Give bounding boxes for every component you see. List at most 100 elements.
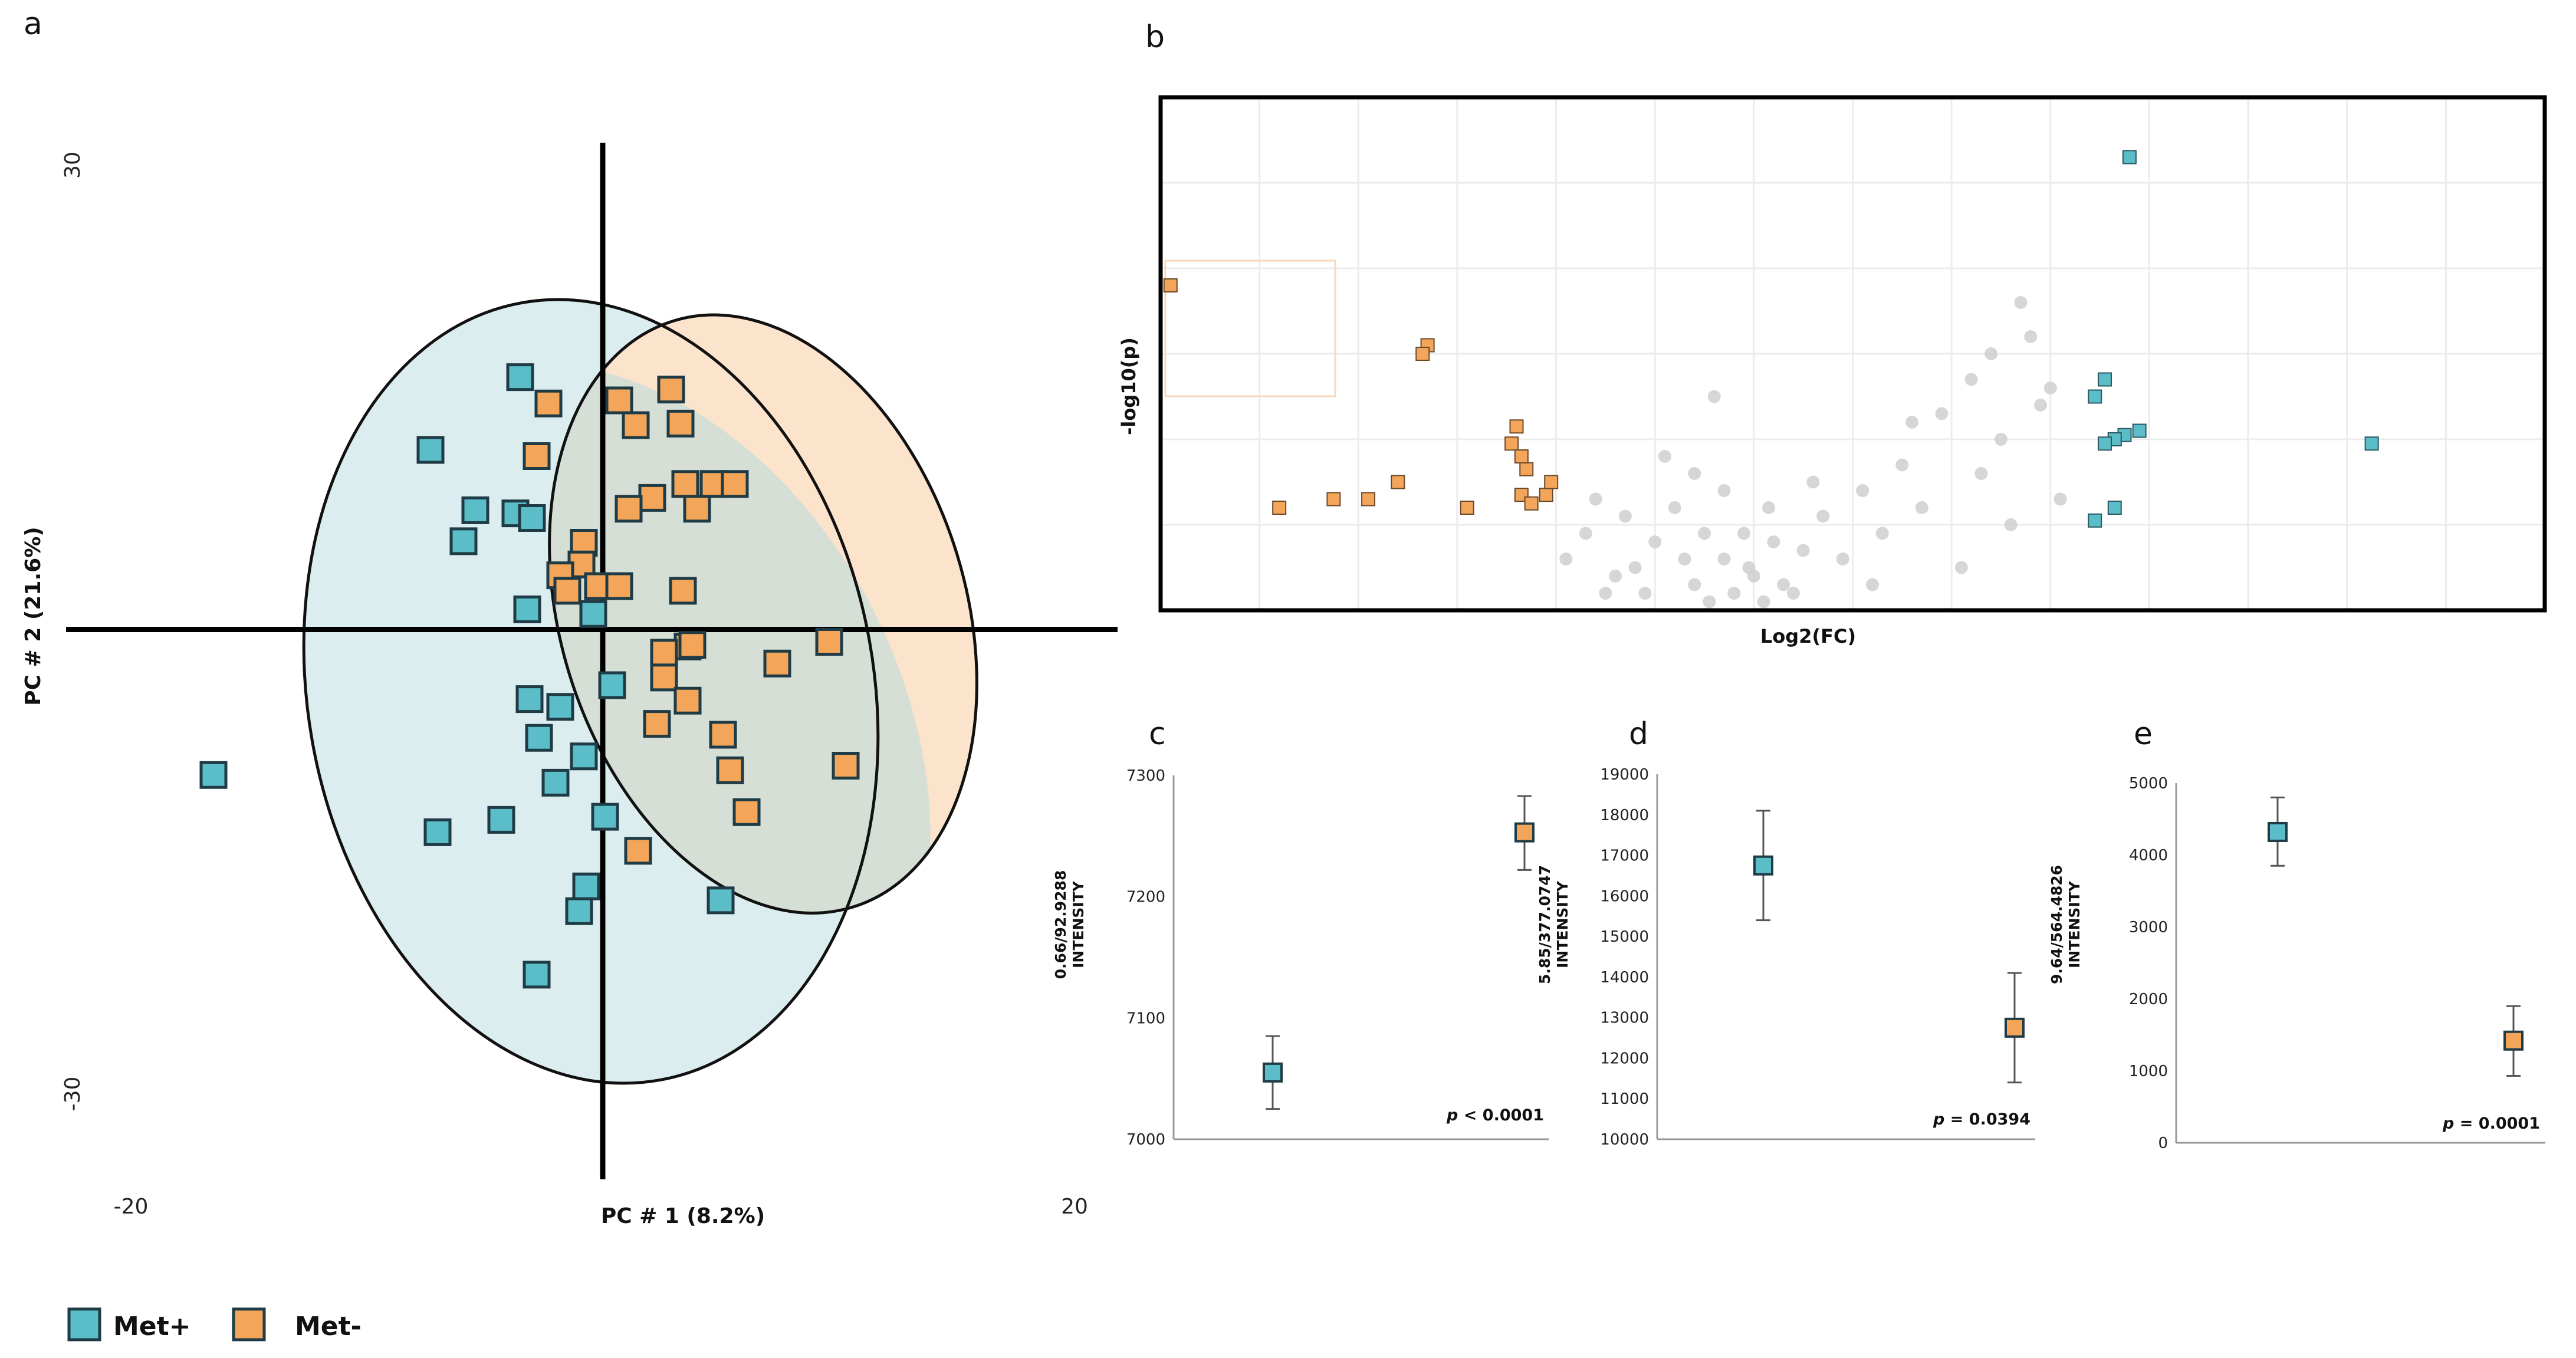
non-significant-point (1915, 501, 1928, 514)
y-axis-label-line2: INTENSITY (2066, 880, 2083, 968)
significant-met-plus-point (2088, 513, 2102, 528)
significant-met-minus-point (1272, 501, 1287, 515)
x-axis-label: PC # 1 (8.2%) (601, 1204, 765, 1228)
non-significant-point (1984, 347, 1998, 360)
significant-points (1163, 150, 2379, 528)
p-value-label: p < 0.0001 (1446, 1106, 1544, 1124)
met-plus-mean-marker (2268, 821, 2288, 842)
plot-body (1656, 774, 2035, 1140)
non-significant-point (1974, 467, 1988, 480)
significant-met-plus-point (2132, 423, 2147, 438)
met-minus-point (671, 470, 699, 498)
non-significant-point (1648, 535, 1662, 548)
y-tick-label: 7200 (1126, 889, 1165, 906)
panel-b-letter: b (1145, 19, 1165, 55)
y-tick-label: 10000 (1600, 1131, 1649, 1149)
significant-met-plus-point (2088, 389, 2102, 404)
p-value: = 0.0394 (1950, 1110, 2030, 1129)
panel-b-volcano: b Log2(FC) -log10(p) (1118, 19, 2547, 647)
non-significant-point (1806, 475, 1820, 489)
met-minus-point (622, 411, 650, 439)
y-ticks: 0 1000 2000 3000 4000 5000 (2129, 775, 2168, 1152)
met-minus-point (624, 837, 652, 865)
y-tick-label: 0 (2158, 1135, 2168, 1152)
y-tick-label: 5000 (2129, 775, 2168, 793)
legend: Met+ Met- (67, 1307, 362, 1341)
met-minus-point (638, 484, 666, 512)
plot-body (1172, 775, 1549, 1140)
non-significant-point (1762, 501, 1776, 514)
met-plus-point (707, 886, 735, 915)
met-plus-point (565, 897, 593, 925)
met-plus-point (461, 496, 489, 524)
non-significant-point (2043, 382, 2057, 394)
panel-a-pca: a 30 -30 -20 20 PC # 1 (8.2%) PC # 2 (21… (21, 6, 1118, 1228)
met-plus-point (570, 742, 598, 771)
met-minus-point (683, 495, 711, 523)
non-significant-point (1727, 587, 1741, 600)
met-plus-point (546, 693, 574, 721)
met-minus-point (657, 376, 685, 404)
met-minus-point (716, 756, 744, 784)
y-tick-label: 4000 (2129, 847, 2168, 864)
met-minus-point (615, 495, 643, 523)
legend-met-plus-label: Met+ (113, 1311, 191, 1341)
met-minus-point (763, 649, 791, 678)
y-axis-label-line1: 0.66/92.9288 (1052, 870, 1069, 979)
non-significant-point (1688, 578, 1701, 591)
panel-c-letter: c (1149, 716, 1166, 752)
significant-met-plus-point (2122, 150, 2137, 165)
non-significant-point (1816, 509, 1830, 523)
legend-met-minus-label: Met- (295, 1311, 362, 1341)
legend-met-plus-swatch (67, 1307, 101, 1341)
y-tick-label-top: 30 (61, 152, 85, 179)
met-minus-point (666, 409, 695, 438)
y-tick-label: 19000 (1600, 766, 1649, 784)
y-tick-label-bottom: -30 (61, 1077, 85, 1112)
met-minus-point (673, 686, 702, 715)
y-ticks: 10000 11000 12000 13000 14000 15000 16000 17000… (1600, 766, 1649, 1149)
met-minus-point (605, 386, 633, 415)
non-significant-point (2024, 330, 2038, 343)
non-significant-point (1703, 595, 1716, 609)
non-significant-point (1875, 527, 1889, 540)
pca-axes (66, 143, 1118, 1179)
met-minus-point (650, 663, 678, 692)
p-value-label: p = 0.0394 (1933, 1110, 2030, 1129)
non-significant-point (1954, 561, 1968, 574)
panel-e-intensity: e 0 1000 2000 3000 4000 5000 9.64/564.4826 IN… (2048, 716, 2545, 1152)
y-tick-label: 3000 (2129, 919, 2168, 936)
x-tick-label-left: -20 (114, 1195, 149, 1219)
x-tick-label-right: 20 (1061, 1195, 1088, 1219)
pca-points (199, 363, 860, 989)
met-plus-mean-marker (1753, 855, 1773, 876)
panel-a-letter: a (24, 6, 42, 42)
non-significant-point (1559, 553, 1573, 565)
non-significant-point (2014, 296, 2028, 309)
non-significant-point (1856, 484, 1869, 497)
met-plus-mean-marker (1263, 1062, 1283, 1083)
significant-met-plus-point (2107, 501, 2122, 515)
met-plus-point (513, 595, 541, 623)
non-significant-point (1737, 527, 1751, 540)
significant-met-minus-point (1504, 436, 1519, 451)
met-plus-point (591, 803, 619, 831)
met-minus-point (678, 631, 707, 659)
ellipses (302, 298, 978, 1085)
non-significant-point (1742, 561, 1756, 574)
non-significant-point (1796, 544, 1810, 557)
non-significant-point (1589, 492, 1602, 506)
y-tick-label: 12000 (1600, 1050, 1649, 1067)
y-tick-label: 7000 (1126, 1131, 1165, 1149)
y-tick-label: 17000 (1600, 847, 1649, 865)
p-value-label: p = 0.0001 (2442, 1114, 2540, 1133)
significant-met-minus-point (1460, 501, 1474, 515)
y-tick-label: 11000 (1600, 1090, 1649, 1108)
non-significant-point (1757, 595, 1770, 609)
significant-met-minus-point (1361, 492, 1376, 507)
met-minus-point (721, 470, 749, 498)
non-significant-point (1579, 527, 1592, 540)
met-minus-mean-marker (2005, 1017, 2025, 1038)
met-plus-point (598, 671, 626, 699)
met-plus-point (525, 724, 553, 752)
